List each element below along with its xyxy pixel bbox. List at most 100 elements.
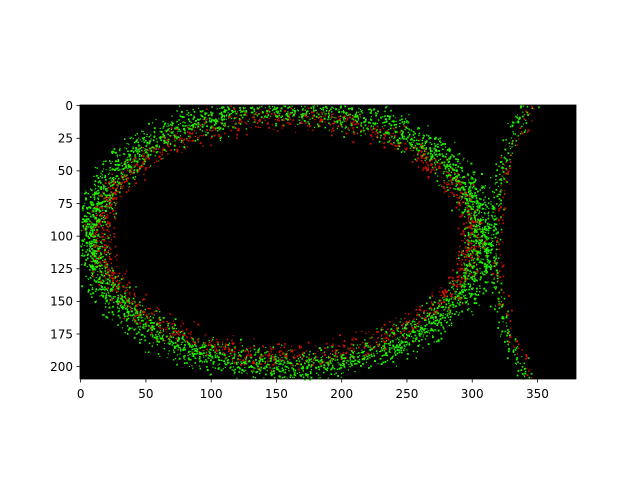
red-pixel	[334, 349, 337, 352]
red-pixel	[312, 111, 315, 113]
green-pixel	[88, 243, 90, 245]
green-pixel	[85, 231, 88, 234]
red-pixel	[393, 127, 395, 129]
green-pixel	[241, 116, 244, 119]
green-pixel	[210, 120, 212, 123]
red-pixel	[206, 129, 209, 131]
green-pixel	[203, 346, 205, 348]
red-pixel	[191, 133, 193, 135]
red-pixel	[299, 347, 301, 350]
green-pixel	[478, 252, 480, 254]
green-pixel	[141, 130, 143, 132]
green-pixel	[134, 134, 137, 136]
red-pixel	[268, 355, 270, 357]
green-pixel	[117, 177, 120, 180]
green-pixel	[362, 127, 365, 129]
green-pixel	[414, 326, 416, 328]
green-pixel	[408, 142, 411, 144]
red-pixel	[390, 142, 392, 145]
red-pixel	[92, 270, 95, 273]
green-pixel	[123, 174, 126, 177]
green-pixel	[122, 301, 124, 304]
green-pixel	[483, 228, 486, 231]
green-pixel	[340, 106, 342, 109]
green-pixel	[392, 120, 395, 123]
green-pixel	[128, 298, 130, 300]
green-pixel	[331, 106, 333, 109]
green-pixel	[228, 355, 230, 358]
green-pixel	[99, 214, 101, 217]
red-pixel	[236, 129, 239, 132]
green-pixel	[93, 251, 96, 254]
red-pixel	[293, 356, 296, 359]
red-pixel	[278, 119, 281, 122]
red-pixel	[214, 346, 217, 348]
green-pixel	[139, 339, 141, 341]
green-pixel	[208, 339, 210, 342]
green-pixel	[264, 352, 266, 354]
green-pixel	[293, 109, 295, 112]
green-pixel	[98, 218, 100, 220]
green-pixel	[111, 311, 114, 313]
green-pixel	[240, 114, 243, 117]
green-pixel	[201, 111, 203, 113]
red-pixel	[397, 145, 399, 147]
green-pixel	[298, 371, 301, 373]
red-pixel	[405, 147, 408, 150]
red-pixel	[428, 160, 431, 162]
red-pixel	[463, 201, 466, 203]
green-pixel	[478, 261, 481, 264]
green-pixel	[407, 342, 409, 344]
green-pixel	[216, 119, 218, 122]
green-pixel	[448, 298, 451, 300]
green-pixel	[91, 229, 94, 232]
green-pixel	[474, 217, 477, 219]
green-pixel	[454, 290, 457, 293]
green-pixel	[186, 138, 188, 140]
red-pixel	[369, 345, 372, 348]
green-pixel	[104, 288, 106, 291]
green-pixel	[134, 165, 136, 167]
green-pixel	[418, 127, 421, 130]
red-pixel	[111, 210, 114, 212]
green-pixel	[94, 192, 96, 195]
green-pixel	[407, 121, 410, 124]
red-pixel	[455, 182, 458, 185]
green-pixel	[193, 115, 195, 117]
red-pixel	[143, 161, 145, 163]
red-pixel	[416, 312, 419, 314]
red-pixel	[272, 124, 274, 126]
green-pixel	[436, 319, 439, 322]
green-pixel	[100, 186, 103, 189]
green-pixel	[426, 328, 428, 330]
green-pixel	[183, 146, 186, 148]
red-pixel	[461, 302, 464, 305]
green-pixel	[169, 123, 172, 126]
green-pixel	[239, 355, 242, 357]
red-pixel	[120, 176, 123, 178]
green-pixel	[328, 129, 330, 131]
green-pixel	[414, 158, 417, 161]
green-pixel	[425, 156, 428, 159]
green-pixel	[336, 358, 339, 361]
green-pixel	[187, 357, 190, 360]
red-pixel	[300, 121, 303, 124]
green-pixel	[313, 357, 316, 359]
red-pixel	[166, 327, 168, 329]
green-pixel	[316, 359, 319, 362]
green-pixel	[440, 306, 443, 309]
green-pixel	[179, 353, 181, 355]
green-pixel	[479, 219, 482, 222]
green-pixel	[397, 139, 400, 142]
red-pixel	[276, 130, 279, 132]
green-pixel	[294, 107, 296, 109]
green-pixel	[98, 203, 100, 205]
red-pixel	[425, 166, 427, 169]
green-pixel	[473, 171, 476, 173]
green-pixel	[114, 181, 117, 183]
green-pixel	[401, 135, 404, 138]
green-pixel	[370, 109, 373, 112]
red-pixel	[222, 352, 225, 354]
green-pixel	[493, 225, 496, 228]
green-pixel	[174, 127, 176, 130]
